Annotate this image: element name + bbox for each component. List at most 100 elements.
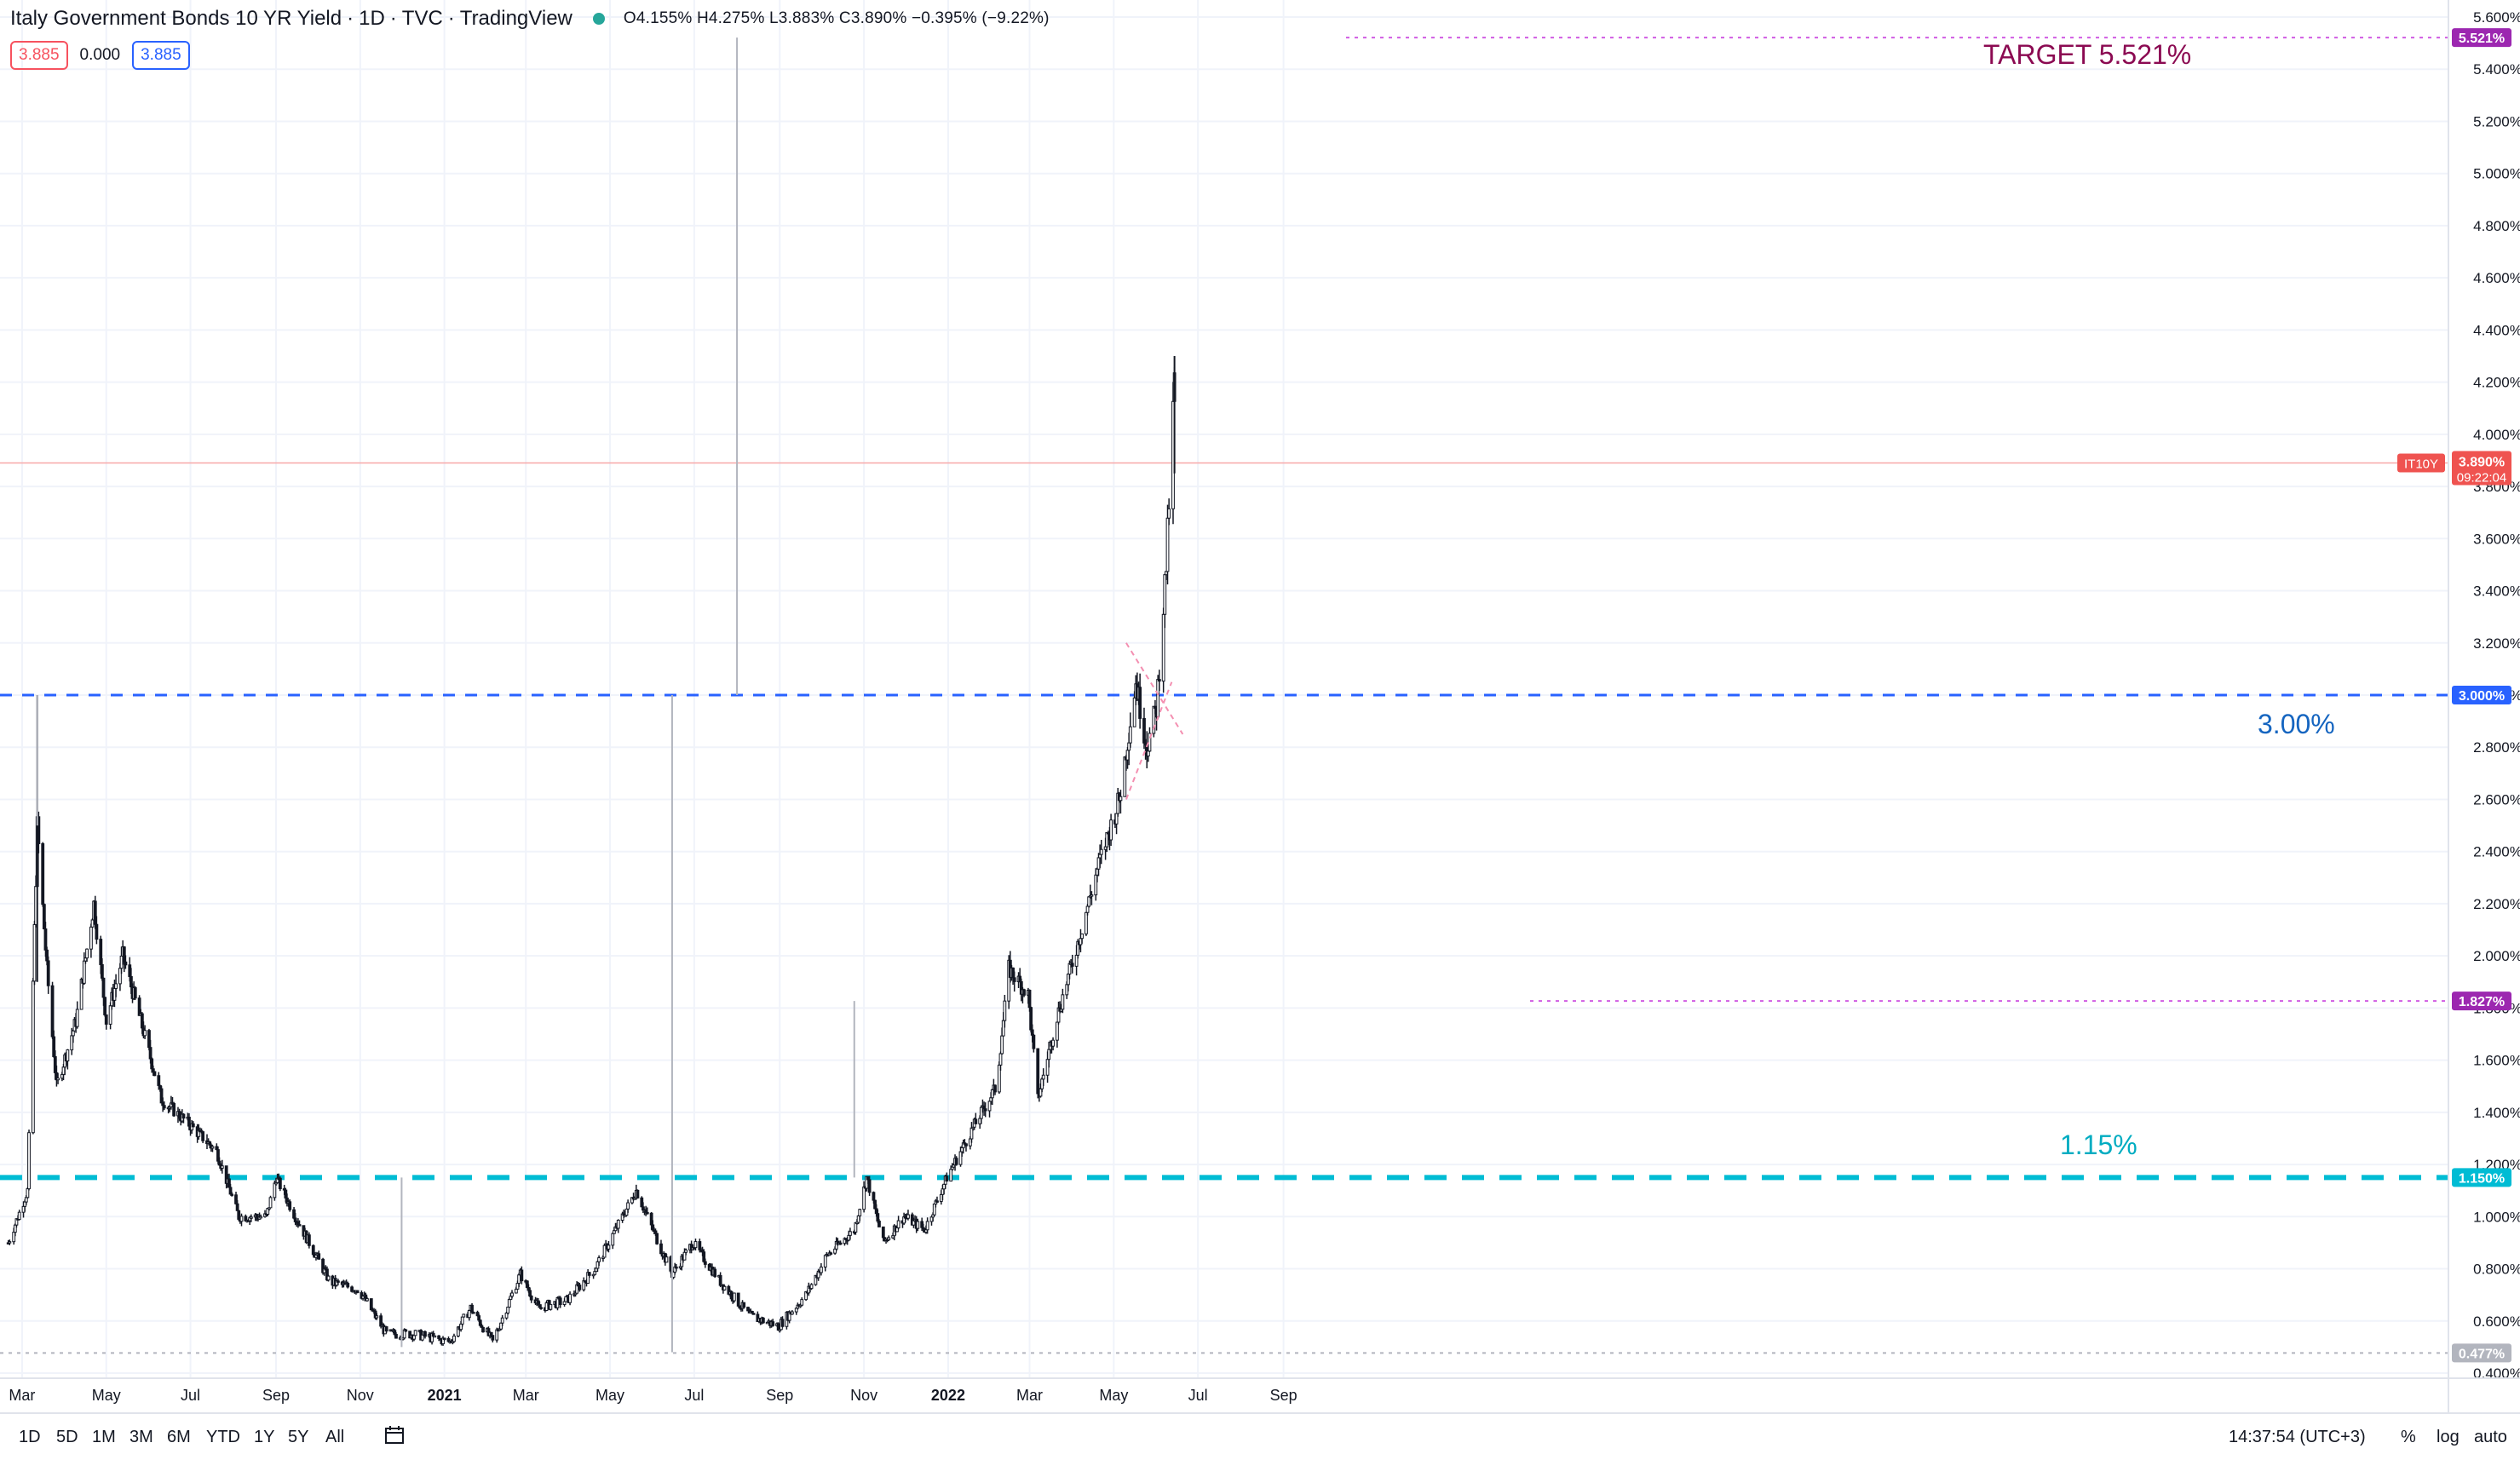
symbol-title: Italy Government Bonds 10 YR Yield	[10, 7, 342, 30]
date-range-icon[interactable]	[383, 1424, 406, 1451]
candle-body	[593, 1271, 597, 1275]
level-label: 5.521%	[2459, 32, 2505, 46]
price-tag-value: 3.890%	[2459, 456, 2505, 470]
candle-body	[558, 1297, 562, 1305]
candle-body	[1000, 1035, 1004, 1055]
candle-body	[365, 1298, 369, 1302]
percent-scale-button[interactable]: %	[2401, 1428, 2416, 1446]
range-1y-button[interactable]: 1Y	[254, 1428, 275, 1446]
range-all-button[interactable]: All	[325, 1428, 345, 1446]
candle-body	[1056, 1021, 1059, 1041]
y-tick-label: 5.000%	[2473, 166, 2520, 182]
candle-body	[849, 1231, 852, 1236]
candle-body	[66, 1049, 70, 1062]
candle-body	[268, 1197, 273, 1209]
y-tick-label: 2.400%	[2473, 844, 2520, 860]
candle-body	[317, 1253, 321, 1260]
x-tick-label: May	[595, 1387, 624, 1404]
candle-body	[587, 1272, 591, 1276]
range-ytd-button[interactable]: YTD	[206, 1428, 240, 1446]
candle-body	[1167, 508, 1171, 519]
candle-body	[1138, 687, 1142, 719]
candle-body	[230, 1193, 234, 1196]
sell-button[interactable]: 3.885	[10, 41, 68, 70]
candle-body	[191, 1123, 195, 1128]
time-axis: Mar May Jul Sep Nov 2021 Mar May Jul Sep Nov 2022 Ma…	[0, 1377, 2520, 1404]
candle-body	[906, 1214, 910, 1219]
level-label: 1.150%	[2459, 1171, 2505, 1186]
candle-body	[500, 1317, 504, 1324]
range-5d-button[interactable]: 5D	[56, 1428, 78, 1446]
range-5y-button[interactable]: 5Y	[288, 1428, 309, 1446]
buy-button[interactable]: 3.885	[132, 41, 190, 70]
y-tick-label: 5.600%	[2473, 9, 2520, 26]
candle-body	[887, 1237, 891, 1241]
symbol-tag-bg	[2397, 453, 2445, 473]
candle-body	[983, 1108, 987, 1112]
log-scale-button[interactable]: log	[2437, 1428, 2460, 1446]
candle-body	[235, 1203, 239, 1211]
candle-body	[307, 1234, 311, 1246]
candle-body	[85, 948, 89, 959]
candle-body	[133, 987, 137, 999]
x-tick-label: 2021	[428, 1387, 462, 1404]
y-tick-label: 2.600%	[2473, 791, 2520, 808]
candle-body	[1163, 574, 1167, 615]
candle-body	[636, 1189, 640, 1198]
candle-body	[394, 1333, 398, 1339]
candle-body	[562, 1301, 567, 1305]
candle-body	[674, 1266, 678, 1269]
candle-body	[881, 1226, 885, 1239]
candle-body	[481, 1326, 485, 1333]
candle-body	[162, 1105, 166, 1109]
candle-body	[1003, 1000, 1007, 1021]
y-tick-label: 5.400%	[2473, 61, 2520, 78]
candle-body	[181, 1113, 186, 1119]
candle-body	[82, 960, 86, 984]
y-tick-label: 3.600%	[2473, 531, 2520, 547]
candle-body	[100, 963, 104, 979]
candle-body	[220, 1165, 224, 1169]
candle-body	[413, 1330, 417, 1336]
candle-body	[56, 1078, 60, 1081]
candle-body	[751, 1313, 756, 1315]
candle-body	[95, 923, 99, 940]
candle-body	[1070, 963, 1074, 967]
range-3m-button[interactable]: 3M	[129, 1428, 153, 1446]
candle-body	[974, 1118, 978, 1124]
candle-body	[645, 1211, 649, 1215]
candle-body	[288, 1201, 292, 1210]
y-tick-label: 2.000%	[2473, 948, 2520, 964]
candle-body	[433, 1335, 437, 1338]
candle-body	[867, 1179, 872, 1193]
clock-display[interactable]: 14:37:54 (UTC+3)	[2229, 1428, 2366, 1446]
candle-body	[722, 1285, 727, 1290]
candle-body	[732, 1292, 736, 1302]
y-tick-label: 4.000%	[2473, 427, 2520, 443]
y-tick-label: 2.200%	[2473, 896, 2520, 912]
y-tick-label: 1.600%	[2473, 1053, 2520, 1069]
candle-body	[152, 1071, 157, 1077]
y-tick-label: 1.400%	[2473, 1105, 2520, 1121]
candle-body	[925, 1221, 929, 1231]
candle-body	[954, 1158, 958, 1165]
auto-scale-button[interactable]: auto	[2474, 1428, 2507, 1446]
x-tick-label: Sep	[262, 1387, 290, 1404]
candle-body	[172, 1102, 176, 1117]
candle-body	[838, 1242, 843, 1245]
range-1d-button[interactable]: 1D	[19, 1428, 41, 1446]
candle-body	[1109, 819, 1113, 841]
candle-body	[249, 1216, 253, 1219]
candle-body	[404, 1329, 408, 1332]
range-1m-button[interactable]: 1M	[92, 1428, 116, 1446]
candle-body	[945, 1175, 949, 1182]
x-tick-label: Mar	[1016, 1387, 1043, 1404]
candle-body	[949, 1169, 953, 1182]
candle-body	[568, 1293, 572, 1303]
y-tick-label: 0.800%	[2473, 1262, 2520, 1278]
range-6m-button[interactable]: 6M	[167, 1428, 191, 1446]
drawing-overlays	[36, 37, 1184, 1353]
candle-body	[820, 1266, 823, 1273]
price-chart[interactable]: 0.400%0.600%0.800%1.000%1.200%1.400%1.60…	[0, 0, 2520, 1412]
source-label: TradingView	[459, 7, 572, 30]
